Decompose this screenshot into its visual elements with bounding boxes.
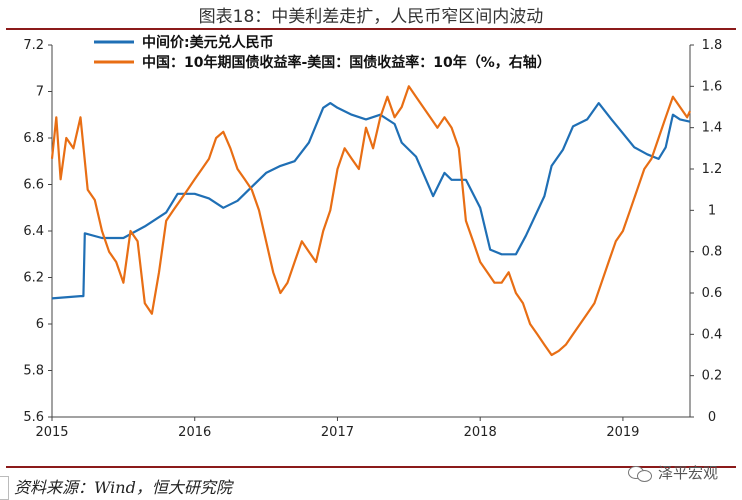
legend: 中间价:美元兑人民币中国：10年期国债收益率-美国：国债收益率：10年（%，右轴…	[94, 34, 551, 71]
right-tick-label: 1.8	[702, 38, 723, 53]
left-tick-label: 6.6	[23, 178, 44, 193]
right-tick-label: 1.6	[702, 79, 723, 94]
series-line-usdcny	[51, 101, 691, 300]
left-tick-label: 5.6	[23, 410, 44, 425]
legend-label: 中国：10年期国债收益率-美国：国债收益率：10年（%，右轴）	[142, 54, 551, 71]
right-tick-label: 0.4	[702, 327, 723, 342]
x-tick-label: 2017	[321, 425, 354, 440]
wechat-icon	[627, 464, 654, 482]
right-tick-label: 0.6	[702, 286, 723, 301]
left-tick-label: 6	[36, 317, 44, 332]
x-tick-label: 2018	[464, 425, 497, 440]
right-tick-label: 1.4	[702, 121, 723, 136]
source-note: 资料来源：Wind，恒大研究院	[14, 478, 232, 497]
dual-axis-line-chart: 5.6 5.8 6 6.2 6.4 6.6 6.8 7 7.2 0 0.2 0.4 0.6 0.8 1 1.2…	[23, 34, 722, 440]
series-line-yield-spread	[50, 85, 691, 357]
x-tick-label: 2016	[178, 425, 211, 440]
watermark-text: 泽平宏观	[657, 464, 718, 482]
series-layer	[50, 85, 691, 357]
footer-divider	[6, 466, 736, 468]
x-tick-label: 2019	[606, 425, 639, 440]
left-tick-label: 6.4	[23, 224, 44, 239]
title-divider	[6, 28, 736, 30]
right-tick-label: 0	[708, 410, 716, 425]
left-tick-label: 5.8	[23, 364, 44, 379]
right-tick-label: 0.2	[702, 369, 723, 384]
watermark: 泽平宏观	[627, 462, 718, 483]
left-tick-label: 7.2	[23, 38, 44, 53]
right-tick-label: 1.2	[702, 162, 723, 177]
axes-group: 5.6 5.8 6 6.2 6.4 6.6 6.8 7 7.2 0 0.2 0.4 0.6 0.8 1 1.2…	[23, 38, 722, 440]
corner-tab	[0, 476, 9, 500]
left-tick-label: 6.2	[23, 271, 44, 286]
legend-label: 中间价:美元兑人民币	[142, 34, 274, 51]
right-tick-label: 1	[708, 203, 716, 218]
x-tick-label: 2015	[35, 425, 68, 440]
chart-title: 图表18：中美利差走扩，人民币窄区间内波动	[198, 7, 544, 27]
left-tick-label: 6.8	[23, 131, 44, 146]
left-tick-label: 7	[36, 85, 44, 100]
right-tick-label: 0.8	[702, 245, 723, 260]
